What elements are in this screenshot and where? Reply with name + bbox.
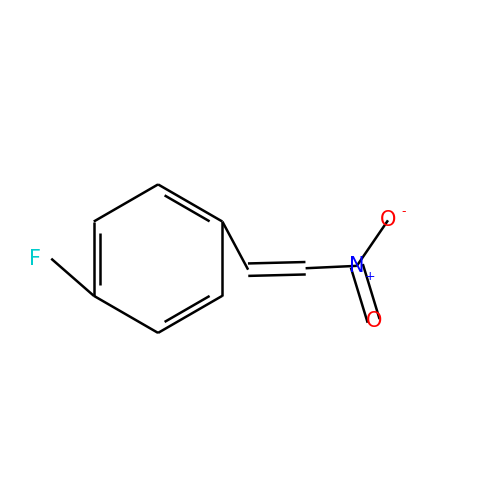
- Text: N: N: [349, 256, 365, 276]
- Text: F: F: [29, 249, 41, 269]
- Text: O: O: [380, 210, 396, 230]
- Text: +: +: [365, 270, 376, 283]
- Text: O: O: [365, 311, 382, 331]
- Text: -: -: [401, 205, 406, 218]
